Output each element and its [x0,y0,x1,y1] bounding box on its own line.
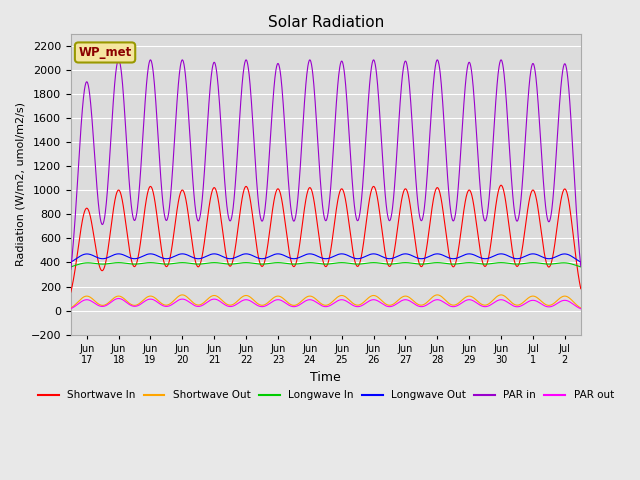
Legend: Shortwave In, Shortwave Out, Longwave In, Longwave Out, PAR in, PAR out: Shortwave In, Shortwave Out, Longwave In… [33,386,618,405]
Title: Solar Radiation: Solar Radiation [268,15,384,30]
X-axis label: Time: Time [310,371,341,384]
Text: WP_met: WP_met [79,46,132,59]
Y-axis label: Radiation (W/m2, umol/m2/s): Radiation (W/m2, umol/m2/s) [15,102,25,266]
